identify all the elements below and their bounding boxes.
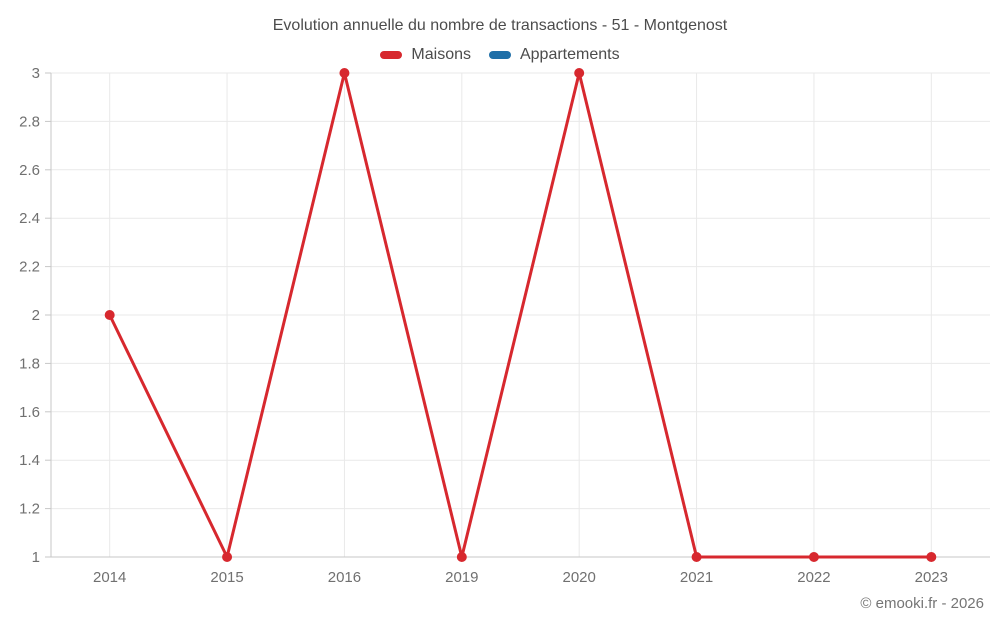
legend-item-maisons[interactable]: Maisons <box>380 46 471 64</box>
y-tick-label: 1.2 <box>19 501 40 518</box>
x-tick-label: 2021 <box>680 569 713 586</box>
y-tick-label: 2.8 <box>19 113 40 130</box>
data-point-maisons[interactable] <box>926 552 937 562</box>
x-tick-label: 2016 <box>328 569 361 586</box>
y-tick-label: 1.4 <box>19 452 40 469</box>
legend-item-appartements[interactable]: Appartements <box>488 46 620 64</box>
x-tick-label: 2023 <box>915 569 948 586</box>
series-line-maisons <box>108 71 933 559</box>
y-tick-label: 1.6 <box>19 404 40 421</box>
data-point-maisons[interactable] <box>691 552 702 562</box>
legend-swatch-appartements-icon <box>488 51 511 59</box>
y-tick-label: 1 <box>32 549 40 566</box>
y-tick-label: 2.6 <box>19 162 40 179</box>
legend-label-appartements: Appartements <box>519 46 620 63</box>
copyright: © emooki.fr - 2026 <box>860 595 984 612</box>
y-tick-label: 2.2 <box>19 259 40 276</box>
y-tick-label: 2 <box>32 307 40 324</box>
data-point-maisons[interactable] <box>222 552 233 562</box>
x-tick-label: 2015 <box>210 569 243 586</box>
data-point-maisons[interactable] <box>104 310 115 320</box>
x-tick-label: 2022 <box>797 569 830 586</box>
y-tick-label: 3 <box>32 65 40 82</box>
y-tick-label: 2.4 <box>19 210 40 227</box>
legend-label-maisons: Maisons <box>411 46 471 63</box>
data-point-maisons[interactable] <box>574 68 585 78</box>
data-point-maisons[interactable] <box>808 552 819 562</box>
data-point-maisons[interactable] <box>339 68 350 78</box>
x-tick-label: 2020 <box>563 569 596 586</box>
data-point-maisons[interactable] <box>456 552 467 562</box>
legend-swatch-maisons-icon <box>380 51 403 59</box>
chart-title: Evolution annuelle du nombre de transact… <box>272 17 728 34</box>
x-tick-label: 2014 <box>93 569 126 586</box>
y-tick-label: 1.8 <box>19 355 40 372</box>
x-tick-label: 2019 <box>445 569 478 586</box>
legend: Maisons Appartements <box>0 46 1000 64</box>
